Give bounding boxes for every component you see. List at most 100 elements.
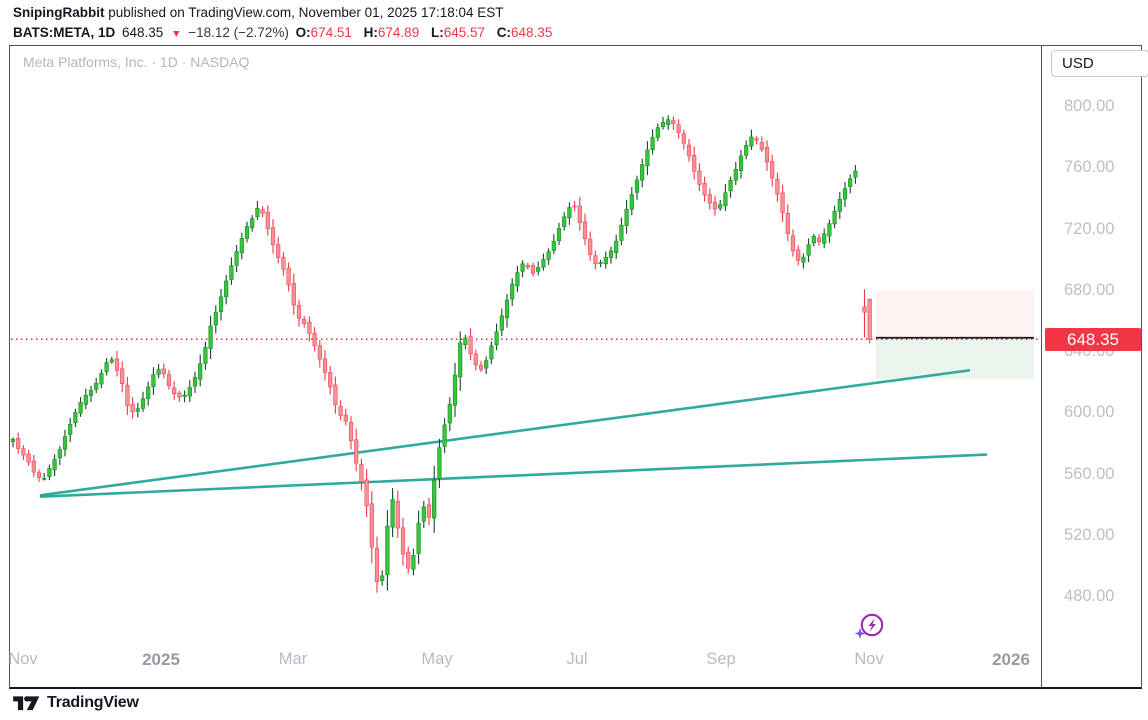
price-tick-label: 600.00 [1064, 403, 1115, 422]
candle-body [380, 575, 385, 582]
candle-body [567, 207, 572, 219]
down-triangle-icon: ▼ [171, 27, 182, 40]
candle-body [385, 525, 390, 576]
candle-body [629, 194, 634, 210]
candle-body [42, 478, 47, 480]
candle-body [333, 384, 338, 406]
candle-body [624, 208, 629, 226]
candle-body [541, 259, 546, 268]
candle-body [515, 272, 520, 287]
candle-body [650, 137, 655, 151]
last-price-text: 648.35 [122, 24, 164, 40]
candle-body [473, 353, 478, 366]
candle-body [790, 235, 796, 252]
candle-body [577, 205, 582, 224]
candle-body [140, 398, 146, 409]
price-tick-label: 760.00 [1064, 158, 1115, 177]
publish-line: SnipingRabbit published on TradingView.c… [13, 4, 560, 23]
time-tick-label: Nov [854, 650, 884, 668]
candle-body [702, 182, 707, 196]
candle-body [281, 256, 286, 270]
candle-body [640, 164, 645, 181]
time-tick-label: 2026 [992, 650, 1030, 669]
candle-body [582, 221, 588, 239]
candle-body [619, 224, 624, 241]
candle-body [21, 448, 26, 456]
candle-body [593, 255, 598, 265]
chart-area[interactable]: Meta Platforms, Inc. · 1D · NASDAQ 800.0… [8, 45, 1148, 689]
candle-body [634, 179, 640, 193]
candle-body [130, 403, 135, 413]
candle-body [738, 155, 744, 172]
candle-body [572, 205, 577, 208]
candle-body [504, 299, 510, 319]
currency-button[interactable]: USD [1051, 50, 1148, 77]
candle-body [250, 218, 255, 229]
candle-body [692, 154, 697, 172]
price-tick-label: 520.00 [1064, 525, 1115, 544]
candle-body [447, 403, 452, 424]
price-tick-label: 720.00 [1064, 219, 1115, 238]
supply-zone [876, 289, 1034, 338]
candle-body [203, 347, 208, 364]
candle-body [166, 374, 172, 386]
chart-svg[interactable] [10, 46, 1141, 687]
trendline-steep[interactable] [39, 369, 971, 497]
high-label: H: [363, 24, 378, 40]
candle-body [151, 374, 156, 387]
candle-body [239, 238, 244, 254]
candle-body [208, 325, 213, 349]
candle-body [499, 315, 504, 331]
candle-body [749, 136, 754, 147]
flash-circle-icon[interactable] [853, 611, 887, 643]
candle-body [73, 412, 78, 424]
candle-body [759, 142, 764, 150]
candle-body [291, 283, 296, 306]
candle-body [442, 424, 447, 447]
candle-body [411, 555, 416, 570]
candle-body [104, 362, 109, 372]
tradingview-logo-text[interactable]: TradingView [47, 693, 139, 711]
last-price-badge: 648.35 [1045, 328, 1141, 352]
candle-body [213, 311, 218, 326]
time-tick-label: Sep [706, 650, 736, 668]
close-label: C: [496, 24, 512, 40]
candle-body [848, 178, 853, 187]
candle-body [322, 358, 328, 373]
lightning-bolt-icon [868, 618, 876, 632]
candle-body [556, 228, 562, 242]
candle-body [354, 439, 359, 464]
candle-body [494, 331, 499, 346]
candle-body [94, 383, 99, 390]
candle-body [135, 408, 140, 412]
candle-body [707, 194, 712, 204]
candle-body [510, 283, 515, 300]
candle-body [161, 368, 166, 375]
candle-body [822, 233, 827, 244]
candle-body [608, 250, 614, 258]
candle-body [348, 421, 354, 442]
candle-body [421, 506, 426, 522]
candle-body [603, 256, 608, 265]
candle-body [369, 503, 374, 548]
candle-body [47, 468, 52, 477]
trendline-shallow[interactable] [39, 453, 988, 499]
candle-body [244, 226, 250, 239]
candle-body [744, 145, 749, 156]
candle-body [733, 168, 738, 181]
candle-body [712, 201, 718, 210]
candle-body [109, 359, 114, 363]
tradingview-logo-icon[interactable] [12, 693, 40, 712]
time-tick-label: May [421, 650, 453, 668]
candle-body [811, 236, 816, 244]
candle-body [458, 342, 463, 378]
candle-body [31, 460, 36, 473]
candle-body [645, 149, 650, 167]
candle-body [785, 213, 790, 235]
header: SnipingRabbit published on TradingView.c… [13, 4, 560, 43]
candle-body [551, 240, 556, 251]
candle-body [270, 227, 276, 246]
price-tick-label: 560.00 [1064, 464, 1115, 483]
candle-body [255, 207, 260, 218]
candle-body [816, 237, 822, 243]
